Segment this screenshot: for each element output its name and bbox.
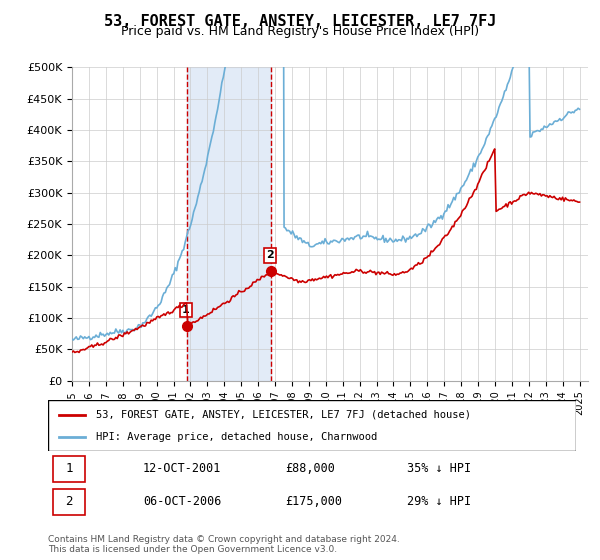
Text: £175,000: £175,000 (286, 496, 343, 508)
Text: Price paid vs. HM Land Registry's House Price Index (HPI): Price paid vs. HM Land Registry's House … (121, 25, 479, 38)
Text: 53, FOREST GATE, ANSTEY, LEICESTER, LE7 7FJ (detached house): 53, FOREST GATE, ANSTEY, LEICESTER, LE7 … (95, 409, 470, 419)
FancyBboxPatch shape (53, 488, 85, 515)
Text: Contains HM Land Registry data © Crown copyright and database right 2024.
This d: Contains HM Land Registry data © Crown c… (48, 535, 400, 554)
Text: £88,000: £88,000 (286, 463, 335, 475)
Text: 12-OCT-2001: 12-OCT-2001 (143, 463, 221, 475)
Text: 06-OCT-2006: 06-OCT-2006 (143, 496, 221, 508)
FancyBboxPatch shape (53, 456, 85, 482)
Text: 1: 1 (182, 305, 190, 315)
Text: HPI: Average price, detached house, Charnwood: HPI: Average price, detached house, Char… (95, 432, 377, 442)
Text: 35% ↓ HPI: 35% ↓ HPI (407, 463, 471, 475)
FancyBboxPatch shape (48, 400, 576, 451)
Text: 1: 1 (65, 463, 73, 475)
Bar (187, 67, 271, 381)
Text: 29% ↓ HPI: 29% ↓ HPI (407, 496, 471, 508)
Text: 53, FOREST GATE, ANSTEY, LEICESTER, LE7 7FJ: 53, FOREST GATE, ANSTEY, LEICESTER, LE7 … (104, 14, 496, 29)
Text: 2: 2 (266, 250, 274, 260)
Text: 2: 2 (65, 496, 73, 508)
